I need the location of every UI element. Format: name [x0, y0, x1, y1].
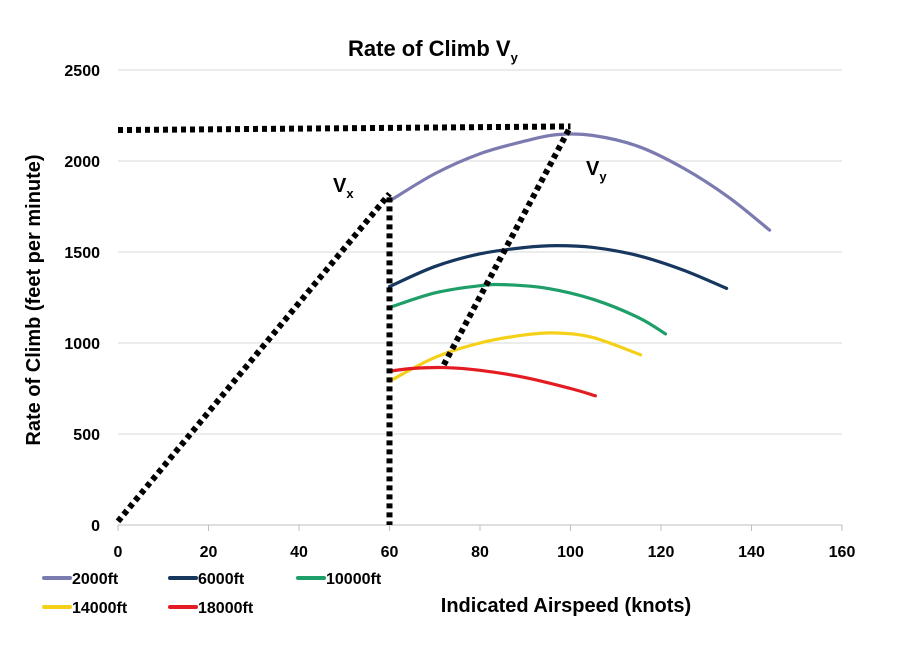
- y-tick-label: 1500: [64, 245, 100, 262]
- x-axis-title: Indicated Airspeed (knots): [441, 595, 691, 617]
- y-axis-ticks: 0 500 1000 1500 2000 2500: [64, 63, 100, 535]
- series-line-14000ft: [387, 331, 643, 383]
- x-tick-label: 0: [114, 544, 123, 561]
- x-tick-label: 60: [381, 544, 399, 561]
- vx-label-main: V: [333, 175, 347, 197]
- dotted-guide-line: [117, 123, 571, 134]
- legend-label-18000ft: 18000ft: [198, 600, 254, 617]
- series-line-6000ft: [387, 244, 729, 290]
- x-tick-label: 40: [290, 544, 308, 561]
- y-tick-label: 2000: [64, 154, 100, 171]
- vy-label-main: V: [586, 158, 600, 180]
- vy-label: Vy: [586, 158, 607, 184]
- dotted-guide-line: [115, 191, 392, 524]
- vx-label: Vx: [333, 175, 354, 201]
- x-tick-label: 140: [738, 544, 765, 561]
- y-tick-label: 500: [73, 427, 100, 444]
- vy-label-subscript: y: [599, 169, 607, 184]
- legend-label-10000ft: 10000ft: [326, 571, 382, 588]
- chart-title: Rate of Climb Vy: [348, 36, 519, 65]
- x-tick-label: 120: [648, 544, 675, 561]
- x-tick-label: 80: [471, 544, 489, 561]
- y-axis-title: Rate of Climb (feet per minute): [23, 154, 45, 445]
- y-tick-label: 1000: [64, 336, 100, 353]
- y-tick-label: 2500: [64, 63, 100, 80]
- x-tick-label: 20: [200, 544, 218, 561]
- series-line-18000ft: [387, 365, 597, 398]
- chart-title-subscript: y: [511, 50, 519, 65]
- chart-title-main: Rate of Climb V: [348, 36, 511, 61]
- series-line-10000ft: [387, 282, 668, 336]
- legend-label-2000ft: 2000ft: [72, 571, 119, 588]
- x-axis-ticks: 0 20 40 60 80 100 120 140 160: [114, 525, 856, 561]
- legend-label-6000ft: 6000ft: [198, 571, 245, 588]
- annotation-dotted-lines: [115, 123, 574, 525]
- legend: 2000ft 6000ft 10000ft 14000ft 18000ft: [42, 571, 382, 617]
- x-tick-label: 100: [557, 544, 584, 561]
- vx-label-subscript: x: [346, 186, 354, 201]
- legend-label-14000ft: 14000ft: [72, 600, 128, 617]
- series-lines: [387, 132, 772, 398]
- series-line-2000ft: [387, 132, 772, 232]
- x-tick-label: 160: [829, 544, 856, 561]
- y-tick-label: 0: [91, 518, 100, 535]
